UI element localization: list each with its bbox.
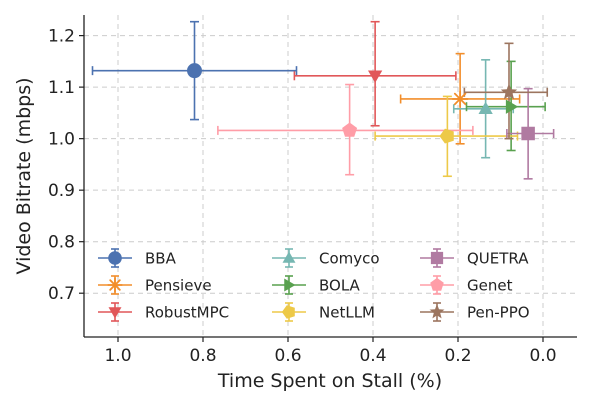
- y-tick-label-1: 0.8: [48, 233, 75, 253]
- marker-pen-ppo: [500, 83, 518, 100]
- legend-item-comyco: Comyco: [272, 248, 380, 268]
- legend-marker-robustmpc: [108, 307, 122, 319]
- legend-item-bba: BBA: [98, 248, 177, 268]
- marker-robustmpc: [367, 70, 383, 83]
- axis-layer: [83, 15, 577, 338]
- legend: BBA Pensieve RobustMPC Comyco BOLA NetLLM QUET…: [98, 248, 530, 322]
- marker-netllm: [439, 128, 454, 144]
- marker-bba: [187, 63, 202, 79]
- x-tick-label-4: 0.2: [444, 346, 471, 366]
- legend-label-bola: BOLA: [319, 277, 361, 295]
- y-axis-label: Video Bitrate (mbps): [13, 77, 35, 274]
- legend-label-genet: Genet: [467, 277, 513, 295]
- legend-marker-comyco: [282, 251, 296, 263]
- x-tick-label-5: 0.0: [529, 346, 556, 366]
- marker-pensieve-stroke: [453, 92, 467, 106]
- legend-marker-pensieve-stroke: [109, 279, 121, 291]
- legend-marker-pen-ppo: [429, 304, 445, 319]
- marker-quetra: [521, 126, 535, 141]
- marker-layer: [187, 63, 535, 144]
- legend-marker-netllm: [281, 305, 295, 319]
- legend-label-comyco: Comyco: [319, 250, 380, 268]
- legend-label-netllm: NetLLM: [319, 304, 375, 322]
- legend-item-pen-ppo: Pen-PPO: [420, 302, 530, 322]
- legend-item-robustmpc: RobustMPC: [98, 302, 229, 322]
- legend-item-genet: Genet: [420, 275, 513, 295]
- marker-genet: [342, 122, 358, 137]
- x-tick-label-2: 0.6: [274, 346, 301, 366]
- legend-label-pensieve: Pensieve: [145, 277, 212, 295]
- x-tick-label-1: 0.8: [189, 346, 216, 366]
- legend-marker-quetra: [430, 251, 444, 265]
- legend-marker-bola: [284, 278, 296, 292]
- legend-item-bola: BOLA: [272, 275, 361, 295]
- marker-comyco: [478, 101, 493, 115]
- errorbar-layer: [91, 20, 555, 180]
- x-tick-label-0: 1.0: [104, 346, 131, 366]
- marker-pensieve: [451, 90, 469, 108]
- marker-bola: [505, 99, 519, 114]
- legend-label-pen-ppo: Pen-PPO: [467, 304, 530, 322]
- legend-marker-genet: [430, 277, 444, 291]
- y-tick-label-0: 0.7: [48, 284, 75, 304]
- legend-label-robustmpc: RobustMPC: [145, 304, 229, 322]
- y-tick-label-2: 0.9: [48, 181, 75, 201]
- legend-label-bba: BBA: [145, 250, 177, 268]
- tick-layer: 1.0 0.8 0.6 0.4 0.2 0.0 0.7 0.8 0.9 1.0 1.1 1.2: [48, 27, 557, 366]
- y-tick-label-4: 1.1: [48, 78, 75, 98]
- legend-label-quetra: QUETRA: [467, 250, 529, 268]
- legend-item-quetra: QUETRA: [420, 248, 529, 268]
- x-axis-label: Time Spent on Stall (%): [217, 370, 442, 392]
- y-tick-label-3: 1.0: [48, 130, 75, 150]
- y-tick-label-5: 1.2: [48, 27, 75, 47]
- legend-item-pensieve: Pensieve: [98, 275, 212, 295]
- legend-marker-bba: [108, 251, 122, 265]
- legend-marker-pensieve: [107, 277, 123, 293]
- x-tick-label-3: 0.4: [359, 346, 386, 366]
- legend-item-netllm: NetLLM: [272, 302, 375, 322]
- grid-layer: [84, 15, 577, 337]
